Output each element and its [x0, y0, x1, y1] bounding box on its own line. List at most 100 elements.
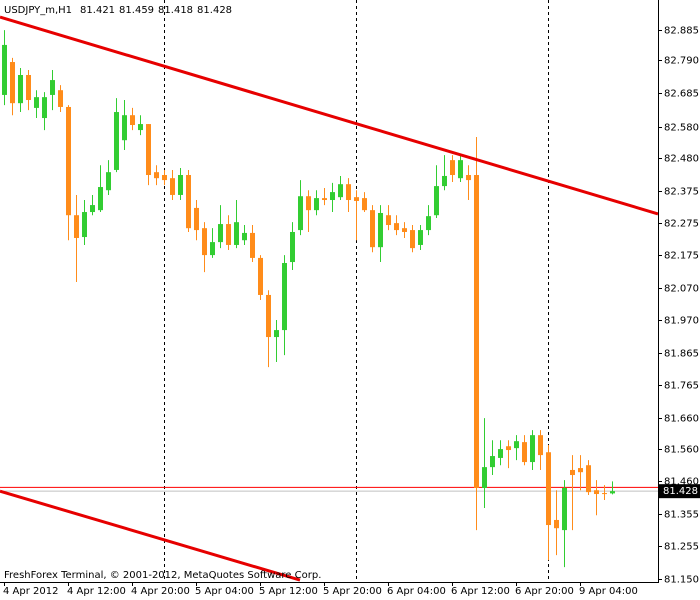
candle-body — [490, 456, 495, 468]
candle-body — [322, 198, 327, 201]
candle-body — [394, 223, 399, 231]
y-tick-label: 81.560 — [664, 445, 699, 456]
candle-body — [434, 186, 439, 216]
x-tick-label: 4 Apr 20:00 — [131, 586, 190, 597]
candle-body — [338, 184, 343, 198]
candle-body — [50, 80, 55, 95]
candle-body — [34, 97, 39, 108]
x-tick-label: 9 Apr 04:00 — [579, 586, 638, 597]
candle-body — [570, 469, 575, 476]
x-tick-label: 4 Apr 2012 — [3, 586, 58, 597]
y-tick-label: 82.070 — [664, 284, 699, 295]
header-close: 81.428 — [197, 5, 232, 16]
candle-body — [274, 330, 279, 338]
price-label: 81.428 — [663, 486, 698, 497]
candle-body — [154, 172, 159, 179]
y-tick-label: 81.970 — [664, 316, 699, 327]
candle-body — [290, 231, 295, 263]
candle-body — [18, 75, 23, 104]
candle-body — [90, 205, 95, 213]
candle-body — [378, 212, 383, 248]
candle-body — [210, 242, 215, 256]
x-tick-label: 6 Apr 04:00 — [387, 586, 446, 597]
candle-body — [10, 62, 15, 104]
candle-body — [386, 215, 391, 226]
candle-body — [610, 491, 615, 494]
candle-body — [314, 198, 319, 211]
candle-body — [330, 192, 335, 201]
x-tick-label: 4 Apr 12:00 — [67, 586, 126, 597]
candle-body — [266, 294, 271, 338]
header-low: 81.418 — [158, 5, 193, 16]
trend-line — [0, 15, 658, 216]
candle-body — [554, 519, 559, 529]
candle-body — [42, 97, 47, 119]
y-tick-label: 82.685 — [664, 89, 699, 100]
x-tick-label: 5 Apr 12:00 — [259, 586, 318, 597]
candle-body — [82, 212, 87, 238]
y-tick-label: 82.480 — [664, 154, 699, 165]
candle-body — [114, 112, 119, 170]
y-tick-label: 82.375 — [664, 187, 699, 198]
candle-body — [178, 175, 183, 195]
x-tick-label: 5 Apr 04:00 — [195, 586, 254, 597]
y-tick-label: 82.580 — [664, 123, 699, 134]
y-tick-label: 81.355 — [664, 510, 699, 521]
candle-body — [482, 467, 487, 489]
candle-body — [530, 435, 535, 463]
footer: FreshForex Terminal, © 2001-2012, MetaQu… — [4, 570, 321, 581]
candle-body — [418, 230, 423, 245]
x-tick-label: 6 Apr 20:00 — [515, 586, 574, 597]
candle-body — [202, 228, 207, 256]
candle-body — [402, 228, 407, 232]
candle-body — [58, 90, 63, 107]
candle-body — [362, 198, 367, 211]
candle-body — [426, 216, 431, 231]
candle-body — [138, 124, 143, 131]
candle-body — [122, 115, 127, 141]
y-tick-label: 82.275 — [664, 219, 699, 230]
chart-header: USDJPY_m,H1 81.421 81.459 81.418 81.428 — [4, 5, 232, 16]
candle-body — [586, 465, 591, 493]
candle-body — [162, 175, 167, 181]
candle-body — [354, 197, 359, 201]
candle-body — [306, 196, 311, 211]
y-tick-label: 81.765 — [664, 381, 699, 392]
candle-body — [546, 452, 551, 526]
candle-body — [226, 224, 231, 245]
header-high: 81.459 — [119, 5, 154, 16]
candle-body — [578, 468, 583, 473]
candle-body — [450, 160, 455, 176]
candle-body — [602, 493, 607, 495]
candle-body — [2, 44, 7, 95]
symbol: USDJPY_m,H1 — [4, 5, 72, 16]
x-tick-label: 5 Apr 20:00 — [323, 586, 382, 597]
y-tick-label: 81.660 — [664, 414, 699, 425]
candle-body — [98, 187, 103, 211]
x-tick-label: 6 Apr 12:00 — [451, 586, 510, 597]
y-tick-label: 82.175 — [664, 251, 699, 262]
candle-body — [146, 124, 151, 176]
candle-body — [170, 178, 175, 195]
candle-body — [506, 446, 511, 451]
candle-body — [282, 262, 287, 331]
candle-body — [410, 230, 415, 249]
plot-area — [0, 15, 658, 582]
candle-body — [242, 232, 247, 241]
candle-body — [218, 224, 223, 243]
axes: 82.885 82.790 82.685 82.580 82.480 82.375 82.2… — [3, 26, 700, 597]
candle-body — [594, 490, 599, 495]
candle-body — [234, 222, 239, 245]
candle-body — [474, 175, 479, 489]
candle-body — [442, 175, 447, 187]
candle-body — [522, 442, 527, 463]
y-tick-label: 81.150 — [664, 575, 699, 586]
candle-body — [74, 215, 79, 238]
trend-line — [0, 489, 301, 582]
candle-body — [346, 184, 351, 201]
y-tick-label: 82.790 — [664, 56, 699, 67]
candle-body — [514, 441, 519, 449]
y-tick-label: 82.885 — [664, 26, 699, 37]
candle-body — [458, 160, 463, 179]
